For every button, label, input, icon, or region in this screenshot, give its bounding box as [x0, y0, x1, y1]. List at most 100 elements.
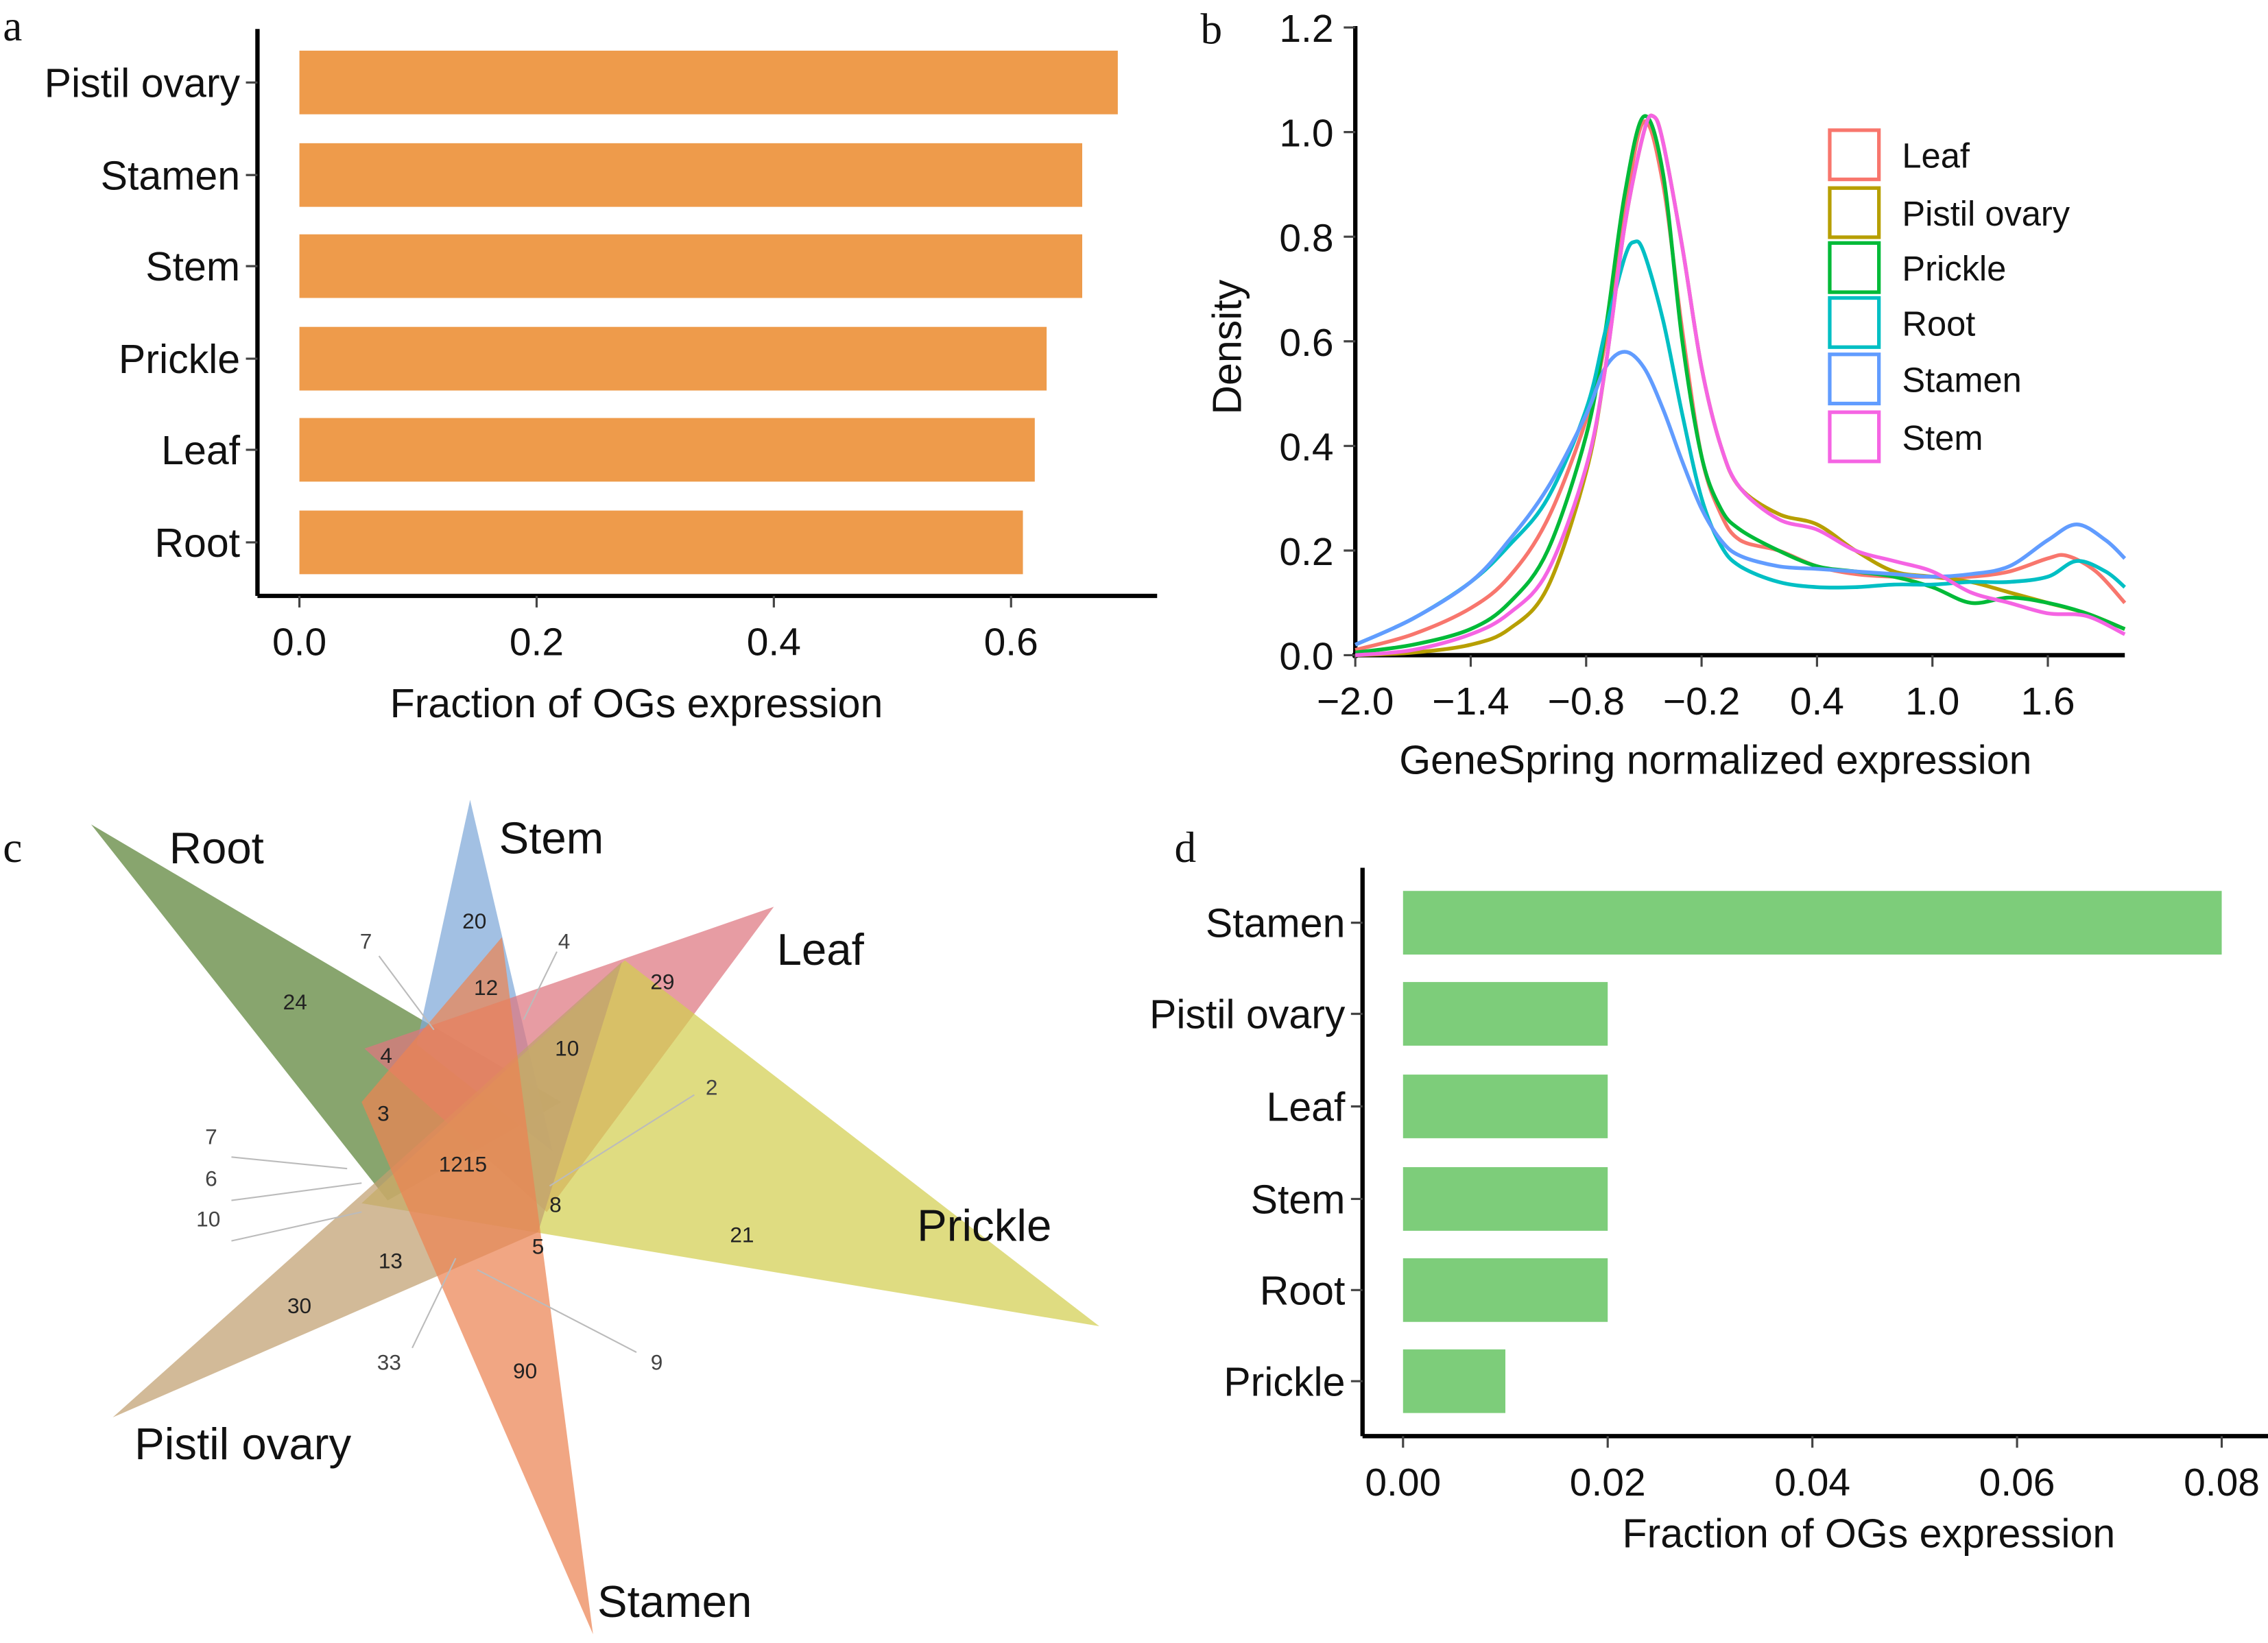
density-line-root — [1354, 239, 2126, 647]
legend-label: Prickle — [1902, 249, 2006, 288]
venn-region-count: 4 — [380, 1043, 392, 1068]
venn-region-count: 24 — [283, 990, 307, 1014]
venn-leader-line — [231, 1182, 362, 1201]
category-label: Stamen — [101, 153, 240, 198]
x-axis-label: Fraction of OGs expression — [1623, 1511, 2116, 1557]
x-tick-label: 1.0 — [1905, 680, 1959, 723]
density-line-stamen — [1354, 350, 2127, 647]
x-tick-label: −0.2 — [1663, 680, 1740, 723]
venn-region-count: 10 — [196, 1207, 220, 1232]
venn-region-count: 3 — [377, 1101, 390, 1126]
panel-a-bar-chart: Pistil ovary Stamen Stem Prickle Leaf Root 0.0… — [45, 29, 1158, 726]
venn-region-count: 7 — [360, 929, 372, 954]
x-axis-label: Fraction of OGs expression — [390, 681, 883, 726]
category-label: Leaf — [1266, 1085, 1346, 1130]
bar-leaf — [1402, 1075, 1608, 1138]
panel-d-bar-chart: Stamen Pistil ovary Leaf Stem Root Prickle 0.0… — [1149, 867, 2268, 1557]
x-tick-label: 0.4 — [1790, 680, 1844, 723]
bar-leaf — [299, 418, 1035, 482]
x-tick-label: −2.0 — [1317, 680, 1394, 723]
bar-stem — [1402, 1167, 1608, 1231]
panel-letter-b: b — [1201, 5, 1223, 53]
legend-label: Stem — [1902, 418, 1983, 457]
legend-swatch-stamen — [1828, 352, 1881, 406]
bar-root — [299, 510, 1023, 575]
bar-pistil-ovary — [1402, 982, 1608, 1046]
venn-region-count: 1215 — [439, 1151, 487, 1176]
venn-region-count: 7 — [205, 1124, 217, 1149]
category-label: Prickle — [1223, 1359, 1345, 1404]
x-tick-label: 0.2 — [510, 620, 564, 664]
venn-set-label: Root — [169, 823, 264, 873]
legend-label: Root — [1902, 304, 1975, 343]
x-tick-label: 0.0 — [272, 620, 326, 664]
venn-region-count: 13 — [379, 1249, 403, 1273]
venn-region-count: 9 — [651, 1350, 663, 1374]
venn-region-count: 21 — [730, 1223, 754, 1247]
venn-set-label: Stamen — [597, 1576, 752, 1627]
y-tick-label: 0.6 — [1279, 321, 1333, 365]
category-label: Pistil ovary — [45, 60, 241, 106]
venn-region-count: 4 — [558, 929, 571, 954]
category-label: Pistil ovary — [1149, 992, 1346, 1038]
bar-stamen — [299, 143, 1082, 207]
venn-region-count: 20 — [462, 909, 486, 933]
x-tick-label: 1.6 — [2020, 680, 2075, 723]
legend-swatch-pistil-ovary — [1828, 186, 1881, 239]
x-tick-label: 0.6 — [984, 620, 1038, 664]
x-tick-label: 0.08 — [2184, 1461, 2260, 1504]
venn-region-count: 6 — [205, 1166, 217, 1190]
x-tick-label: 0.06 — [1979, 1461, 2055, 1504]
legend-swatch-root — [1828, 296, 1881, 349]
venn-region-count: 10 — [555, 1036, 579, 1061]
y-axis-label: Density — [1205, 279, 1250, 414]
venn-region-count: 33 — [377, 1350, 401, 1374]
venn-region-count: 2 — [706, 1075, 718, 1100]
venn-region-count: 8 — [549, 1192, 562, 1216]
x-tick-label: 0.02 — [1570, 1461, 1646, 1504]
bar-stamen — [1402, 891, 2222, 955]
y-tick-label: 1.2 — [1279, 7, 1333, 51]
panel-letter-d: d — [1175, 824, 1197, 872]
venn-set-label: Stem — [499, 813, 604, 863]
y-tick-label: 0.4 — [1279, 425, 1333, 469]
legend-label: Leaf — [1902, 136, 1970, 176]
venn-leader-line — [477, 1269, 637, 1353]
legend-swatch-leaf — [1828, 128, 1881, 182]
category-label: Stem — [1251, 1177, 1346, 1223]
venn-leader-line — [411, 1258, 457, 1349]
venn-leader-line — [549, 1094, 695, 1187]
y-tick-label: 1.0 — [1279, 112, 1333, 156]
venn-region-count: 5 — [532, 1234, 545, 1259]
y-tick-label: 0.0 — [1279, 635, 1333, 679]
legend-swatch-stem — [1828, 410, 1881, 464]
bar-prickle — [1402, 1349, 1506, 1413]
category-label: Root — [154, 520, 240, 566]
venn-set-pistil-ovary — [112, 961, 622, 1417]
legend-label: Stamen — [1902, 361, 2021, 400]
venn-set-stamen — [361, 937, 593, 1635]
panel-letter-c: c — [3, 824, 22, 872]
venn-leader-line — [231, 1211, 362, 1242]
bar-root — [1402, 1258, 1608, 1322]
venn-leader-line — [523, 951, 558, 1020]
venn-set-label: Leaf — [777, 924, 865, 974]
x-tick-label: 0.4 — [747, 620, 801, 664]
density-line-stem — [1354, 113, 2126, 658]
category-label: Stamen — [1206, 901, 1346, 946]
legend-label: Pistil ovary — [1902, 194, 2070, 233]
x-axis-label: GeneSpring normalized expression — [1399, 737, 2031, 782]
venn-region-count: 30 — [287, 1293, 311, 1318]
legend-swatch-prickle — [1828, 241, 1881, 294]
bar-stem — [299, 234, 1082, 298]
panel-letter-a: a — [3, 2, 22, 50]
y-tick-label: 0.2 — [1279, 530, 1333, 574]
category-label: Root — [1260, 1268, 1346, 1313]
x-tick-label: −1.4 — [1432, 680, 1509, 723]
venn-set-label: Prickle — [917, 1201, 1051, 1251]
x-tick-label: 0.00 — [1365, 1461, 1441, 1504]
density-line-prickle — [1354, 114, 2126, 655]
venn-set-label: Pistil ovary — [134, 1419, 351, 1469]
category-label: Stem — [145, 244, 240, 289]
